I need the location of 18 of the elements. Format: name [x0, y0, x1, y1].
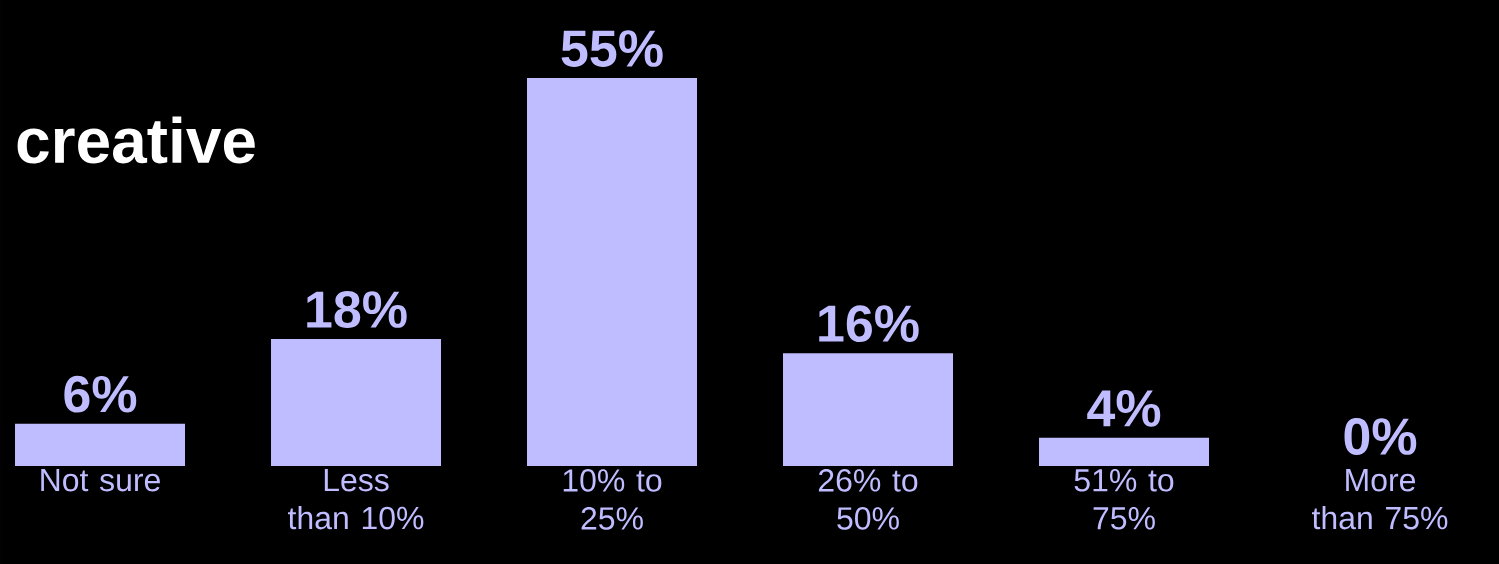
data-label: 55% — [561, 30, 663, 67]
data-label: 16% — [819, 305, 919, 343]
data-label: 4% — [1087, 390, 1161, 427]
x-tick-label: Not sure — [41, 469, 160, 492]
bar — [15, 423, 186, 466]
bar — [271, 339, 442, 466]
data-label: 18% — [307, 291, 407, 328]
bar — [783, 353, 954, 466]
x-tick-label: 26% to 50% — [818, 469, 918, 530]
bar — [1039, 437, 1210, 466]
data-label: 0% — [1344, 418, 1417, 455]
x-tick-label: Less than 10% — [287, 469, 424, 530]
x-tick-label: 51% to 75% — [1074, 469, 1174, 530]
x-tick-label: More than 75% — [1311, 469, 1448, 530]
data-label: 6% — [64, 375, 137, 413]
chart-title: creative — [17, 116, 255, 164]
bar — [527, 78, 698, 466]
x-tick-label: 10% to 25% — [563, 469, 662, 530]
